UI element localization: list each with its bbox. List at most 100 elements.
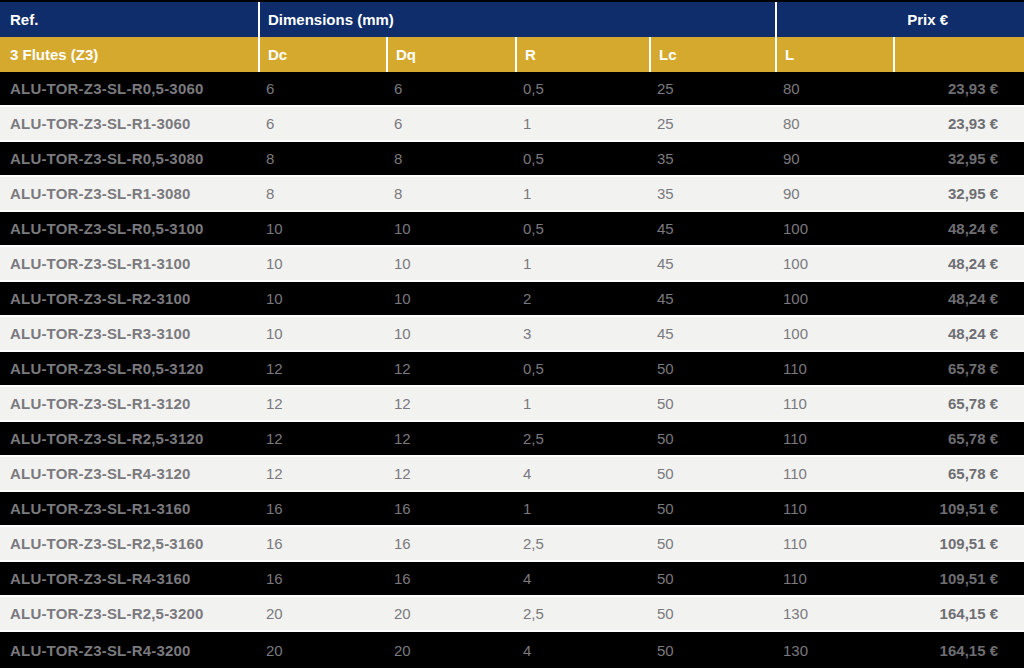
dc-value: 10 bbox=[258, 282, 386, 315]
table-subheader-row: 3 Flutes (Z3) DcDqRLcL bbox=[0, 37, 1024, 72]
table-row: ALU-TOR-Z3-SL-R1-3060661258023,93 € bbox=[0, 107, 1024, 142]
dc-value: 10 bbox=[258, 317, 386, 350]
table-row: ALU-TOR-Z3-SL-R4-3120121245011065,78 € bbox=[0, 457, 1024, 492]
l-value: 80 bbox=[775, 107, 893, 140]
r-value: 2,5 bbox=[515, 527, 649, 560]
table-row: ALU-TOR-Z3-SL-R1-3100101014510048,24 € bbox=[0, 247, 1024, 282]
dq-value: 10 bbox=[386, 282, 515, 315]
l-value: 110 bbox=[775, 422, 893, 455]
table-row: ALU-TOR-Z3-SL-R1-3080881359032,95 € bbox=[0, 177, 1024, 212]
price-value: 65,78 € bbox=[893, 387, 1024, 420]
lc-value: 50 bbox=[649, 562, 775, 595]
price-value: 32,95 € bbox=[893, 177, 1024, 210]
ref-column-header: Ref. bbox=[0, 2, 258, 37]
r-value: 4 bbox=[515, 632, 649, 668]
l-value: 110 bbox=[775, 527, 893, 560]
lc-value: 50 bbox=[649, 422, 775, 455]
price-value: 65,78 € bbox=[893, 352, 1024, 385]
table-row: ALU-TOR-Z3-SL-R3-3100101034510048,24 € bbox=[0, 317, 1024, 352]
dq-value: 20 bbox=[386, 597, 515, 630]
table-row: ALU-TOR-Z3-SL-R2,5-316016162,550110109,5… bbox=[0, 527, 1024, 562]
price-value: 164,15 € bbox=[893, 632, 1024, 668]
dq-value: 10 bbox=[386, 317, 515, 350]
dc-value: 20 bbox=[258, 597, 386, 630]
lc-value: 35 bbox=[649, 142, 775, 175]
l-value: 100 bbox=[775, 247, 893, 280]
r-value: 2 bbox=[515, 282, 649, 315]
table-row: ALU-TOR-Z3-SL-R4-32002020450130164,15 € bbox=[0, 632, 1024, 668]
lc-value: 50 bbox=[649, 632, 775, 668]
lc-value: 25 bbox=[649, 72, 775, 105]
r-value: 4 bbox=[515, 562, 649, 595]
lc-value: 45 bbox=[649, 212, 775, 245]
lc-value: 50 bbox=[649, 457, 775, 490]
col-header-lc: Lc bbox=[649, 37, 775, 72]
r-value: 0,5 bbox=[515, 352, 649, 385]
lc-value: 50 bbox=[649, 527, 775, 560]
dq-value: 10 bbox=[386, 247, 515, 280]
price-value: 164,15 € bbox=[893, 597, 1024, 630]
price-value: 109,51 € bbox=[893, 527, 1024, 560]
r-value: 1 bbox=[515, 177, 649, 210]
dq-value: 16 bbox=[386, 527, 515, 560]
lc-value: 45 bbox=[649, 247, 775, 280]
price-value: 48,24 € bbox=[893, 247, 1024, 280]
dc-value: 12 bbox=[258, 457, 386, 490]
col-header-l: L bbox=[775, 37, 893, 72]
col-header-dc: Dc bbox=[258, 37, 386, 72]
lc-value: 50 bbox=[649, 352, 775, 385]
dc-value: 6 bbox=[258, 107, 386, 140]
dq-value: 8 bbox=[386, 177, 515, 210]
l-value: 110 bbox=[775, 352, 893, 385]
prix-column-header: Prix € bbox=[775, 2, 1024, 37]
price-value: 65,78 € bbox=[893, 457, 1024, 490]
dc-value: 16 bbox=[258, 492, 386, 525]
table-row: ALU-TOR-Z3-SL-R1-31601616150110109,51 € bbox=[0, 492, 1024, 527]
lc-value: 50 bbox=[649, 492, 775, 525]
ref-value: ALU-TOR-Z3-SL-R2,5-3200 bbox=[0, 597, 258, 630]
l-value: 80 bbox=[775, 72, 893, 105]
table-row: ALU-TOR-Z3-SL-R2,5-312012122,55011065,78… bbox=[0, 422, 1024, 457]
lc-value: 50 bbox=[649, 387, 775, 420]
l-value: 110 bbox=[775, 492, 893, 525]
table-row: ALU-TOR-Z3-SL-R2,5-320020202,550130164,1… bbox=[0, 597, 1024, 632]
table-row: ALU-TOR-Z3-SL-R0,5-312012120,55011065,78… bbox=[0, 352, 1024, 387]
l-value: 110 bbox=[775, 562, 893, 595]
dq-value: 6 bbox=[386, 107, 515, 140]
dc-value: 12 bbox=[258, 422, 386, 455]
dimensions-column-header: Dimensions (mm) bbox=[258, 2, 775, 37]
l-value: 130 bbox=[775, 597, 893, 630]
r-value: 2,5 bbox=[515, 597, 649, 630]
table-row: ALU-TOR-Z3-SL-R0,5-3060660,5258023,93 € bbox=[0, 72, 1024, 107]
dc-value: 16 bbox=[258, 562, 386, 595]
l-value: 130 bbox=[775, 632, 893, 668]
dq-value: 16 bbox=[386, 562, 515, 595]
dc-value: 10 bbox=[258, 247, 386, 280]
price-value: 48,24 € bbox=[893, 317, 1024, 350]
dq-value: 12 bbox=[386, 352, 515, 385]
dq-value: 12 bbox=[386, 457, 515, 490]
col-header-price-empty bbox=[893, 37, 1024, 72]
ref-value: ALU-TOR-Z3-SL-R4-3160 bbox=[0, 562, 258, 595]
dc-value: 8 bbox=[258, 142, 386, 175]
l-value: 100 bbox=[775, 317, 893, 350]
dq-value: 12 bbox=[386, 422, 515, 455]
group-label: 3 Flutes (Z3) bbox=[0, 37, 258, 72]
r-value: 1 bbox=[515, 247, 649, 280]
r-value: 3 bbox=[515, 317, 649, 350]
r-value: 1 bbox=[515, 387, 649, 420]
dc-value: 8 bbox=[258, 177, 386, 210]
r-value: 2,5 bbox=[515, 422, 649, 455]
l-value: 110 bbox=[775, 457, 893, 490]
lc-value: 45 bbox=[649, 317, 775, 350]
l-value: 90 bbox=[775, 142, 893, 175]
table-row: ALU-TOR-Z3-SL-R0,5-3080880,5359032,95 € bbox=[0, 142, 1024, 177]
r-value: 1 bbox=[515, 492, 649, 525]
ref-value: ALU-TOR-Z3-SL-R1-3120 bbox=[0, 387, 258, 420]
price-value: 109,51 € bbox=[893, 492, 1024, 525]
table-row: ALU-TOR-Z3-SL-R0,5-310010100,54510048,24… bbox=[0, 212, 1024, 247]
dq-value: 20 bbox=[386, 632, 515, 668]
ref-value: ALU-TOR-Z3-SL-R1-3100 bbox=[0, 247, 258, 280]
price-value: 32,95 € bbox=[893, 142, 1024, 175]
price-value: 48,24 € bbox=[893, 282, 1024, 315]
